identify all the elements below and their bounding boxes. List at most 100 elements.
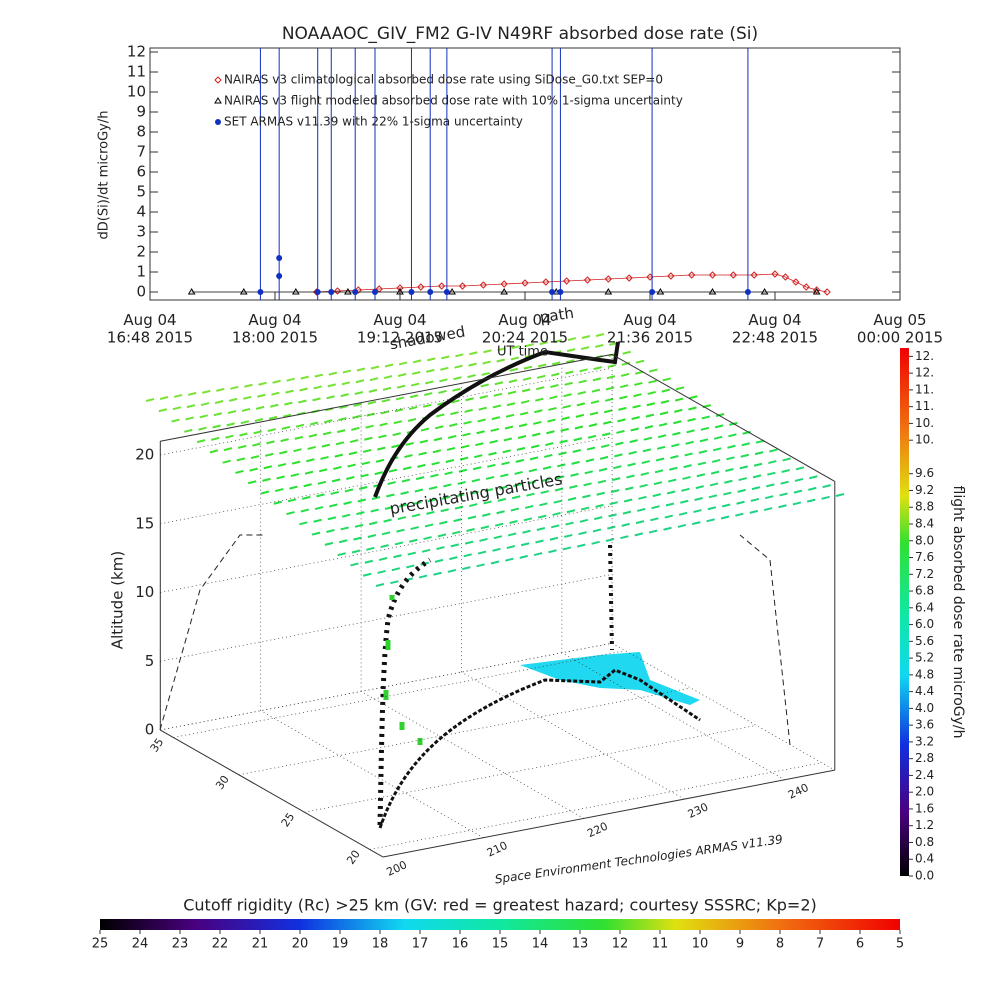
plane-dash <box>484 488 494 493</box>
plane-dash <box>592 528 602 533</box>
plane-dash <box>697 461 707 466</box>
plane-dash <box>392 432 401 437</box>
plane-dash <box>378 434 387 439</box>
plane-dash <box>185 416 194 421</box>
plane-dash <box>252 442 261 447</box>
plane-dash <box>509 367 519 372</box>
plane-dash <box>503 437 513 442</box>
data-point <box>500 280 508 288</box>
plane-dash <box>567 497 577 501</box>
plane-dash <box>546 430 555 435</box>
grid-line <box>360 691 584 819</box>
plane-dash <box>343 501 352 505</box>
data-point <box>443 289 450 295</box>
plane-dash <box>326 395 335 400</box>
plane-dash <box>649 368 658 373</box>
plane-dash <box>353 536 362 541</box>
plane-dash <box>397 516 407 521</box>
plane-dash <box>336 429 346 434</box>
plane-dash <box>793 489 803 494</box>
plane-dash <box>549 536 559 541</box>
plane-dash <box>417 463 426 468</box>
plane-dash <box>227 410 237 415</box>
plane-dash <box>582 494 591 499</box>
plane-dash <box>545 442 554 447</box>
plane-dash <box>781 469 790 473</box>
plane-dash <box>368 388 378 393</box>
plane-dash <box>371 496 381 500</box>
plane-dash <box>269 403 279 408</box>
colorbar-tick-label: 0.8 <box>915 835 934 849</box>
data-point <box>417 283 425 291</box>
plane-dash <box>550 384 559 388</box>
plane-dash <box>646 402 656 407</box>
plane-dash <box>334 453 343 458</box>
data-point <box>187 288 196 295</box>
plane-dash <box>632 404 641 409</box>
data-point <box>354 286 363 294</box>
plane-dash <box>418 451 427 456</box>
plane-dash <box>397 373 407 377</box>
plane-dash <box>321 443 331 448</box>
plane-dash <box>590 400 600 405</box>
plane-dash <box>411 513 421 518</box>
plane-dash <box>505 413 515 418</box>
plane-dash <box>294 435 304 440</box>
plane-dash <box>383 518 392 523</box>
plane-dash <box>549 395 558 400</box>
plane-dash <box>578 379 587 384</box>
data-point <box>521 279 529 287</box>
plane-dash <box>782 457 791 462</box>
plane-dash <box>405 441 414 446</box>
plane-dash <box>427 357 436 362</box>
plane-dash <box>402 466 412 471</box>
plane-dash <box>497 497 507 502</box>
plane-dash <box>634 381 643 386</box>
plane-dash <box>266 440 275 445</box>
data-point <box>344 288 352 295</box>
plane-dash <box>262 477 271 482</box>
plane-dash <box>422 403 432 408</box>
plane-dash <box>527 480 536 485</box>
plane-dash <box>707 506 717 511</box>
plane-dash <box>443 483 452 488</box>
plane-dash <box>480 525 490 530</box>
colorbar-tick-label: 3.6 <box>915 718 934 732</box>
plane-dash <box>525 343 534 348</box>
plane-dash <box>360 473 369 478</box>
grid-line <box>160 574 613 662</box>
plane-dash <box>490 427 499 432</box>
plane-dash <box>579 368 588 373</box>
plane-dash <box>313 518 322 523</box>
plane-dash <box>438 389 447 394</box>
plane-dash <box>763 507 773 512</box>
plane-dash <box>591 540 600 545</box>
plane-dash <box>570 472 579 477</box>
z-tick-label: 5 <box>145 652 155 670</box>
plane-dash <box>727 444 736 449</box>
plane-dash <box>620 372 630 377</box>
plane-dash <box>675 386 685 391</box>
plane-dash <box>249 467 258 472</box>
plane-dash <box>493 535 503 540</box>
plane-dash <box>331 478 341 483</box>
plane-dash <box>471 478 481 483</box>
grid-line <box>238 687 691 776</box>
colorbar-right <box>900 348 909 876</box>
x-tick-label: 220 <box>585 820 610 841</box>
plane-dash <box>480 383 489 388</box>
x-tick-label: Aug 05 00:00 2015 <box>857 311 943 346</box>
plane-dash <box>708 494 718 499</box>
plane-dash <box>685 440 694 445</box>
plane-dash <box>216 387 225 392</box>
plane-dash <box>595 343 604 348</box>
colorbar-tick-label: 3.2 <box>915 734 934 748</box>
y-axis-label: dD(Si)/dt microGy/h <box>97 111 112 240</box>
plane-dash <box>362 448 372 453</box>
plane-dash <box>521 388 531 393</box>
flight-track <box>159 341 791 829</box>
plane-dash <box>430 473 439 478</box>
plane-dash <box>620 535 629 540</box>
plane-dash <box>264 452 274 457</box>
series-line <box>316 273 828 293</box>
